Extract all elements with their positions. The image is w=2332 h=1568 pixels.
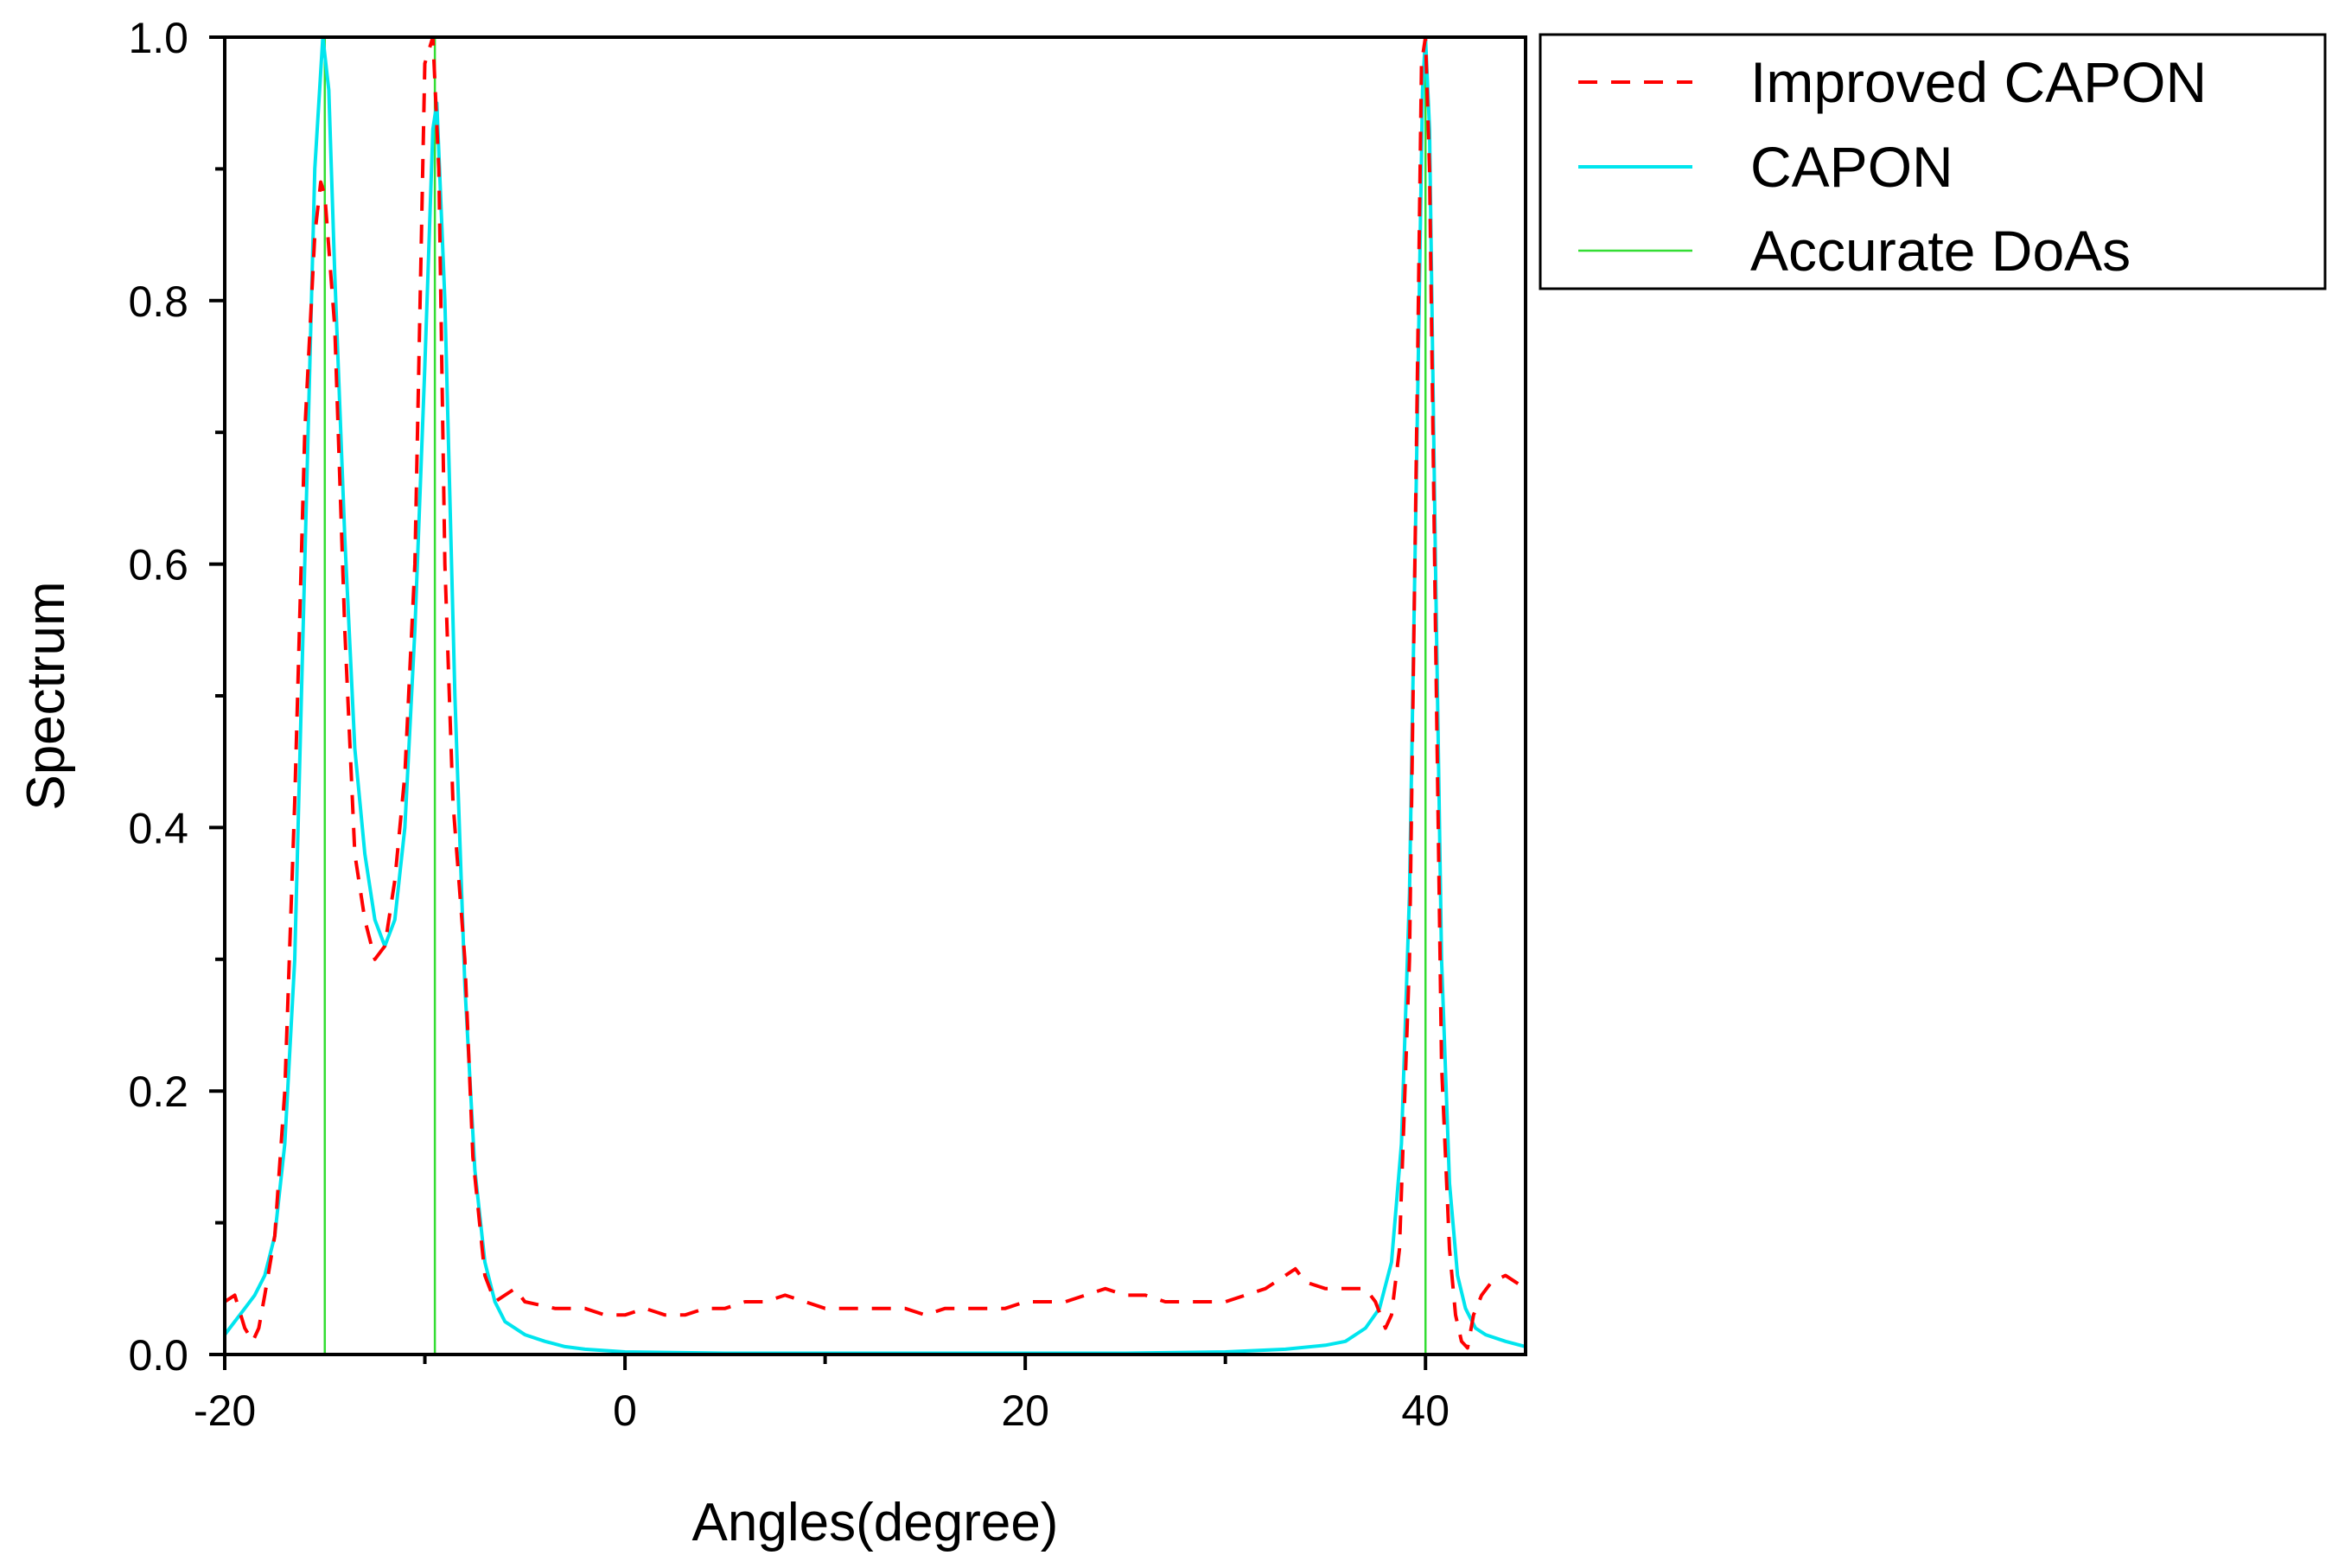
legend-label: Improved CAPON: [1750, 50, 2207, 114]
y-tick-label: 0.0: [128, 1331, 188, 1380]
improved-capon-line: [225, 37, 1526, 1350]
x-tick-label: 40: [1401, 1386, 1450, 1435]
legend: Improved CAPON CAPON Accurate DoAs: [1539, 33, 2327, 290]
legend-label: CAPON: [1750, 135, 1953, 199]
series-layer: [225, 37, 1526, 1354]
x-tick-label: 0: [613, 1386, 637, 1435]
capon-line: [225, 37, 1526, 1354]
legend-label: Accurate DoAs: [1750, 219, 2131, 283]
legend-box: [1539, 33, 2327, 290]
y-tick-label: 1.0: [128, 14, 188, 62]
x-tick-label: -20: [194, 1386, 256, 1435]
y-tick-label: 0.4: [128, 804, 188, 852]
x-axis-title: Angles(degree): [692, 1493, 1059, 1552]
ticks-layer: -20 0 20 40 0.0 0.2 0.4 0.6 0.8 1.0: [128, 14, 1450, 1435]
y-tick-label: 0.6: [128, 541, 188, 590]
y-tick-label: 0.8: [128, 277, 188, 326]
y-tick-label: 0.2: [128, 1068, 188, 1116]
x-tick-label: 20: [1001, 1386, 1049, 1435]
y-axis-title: Spectrum: [16, 581, 76, 810]
